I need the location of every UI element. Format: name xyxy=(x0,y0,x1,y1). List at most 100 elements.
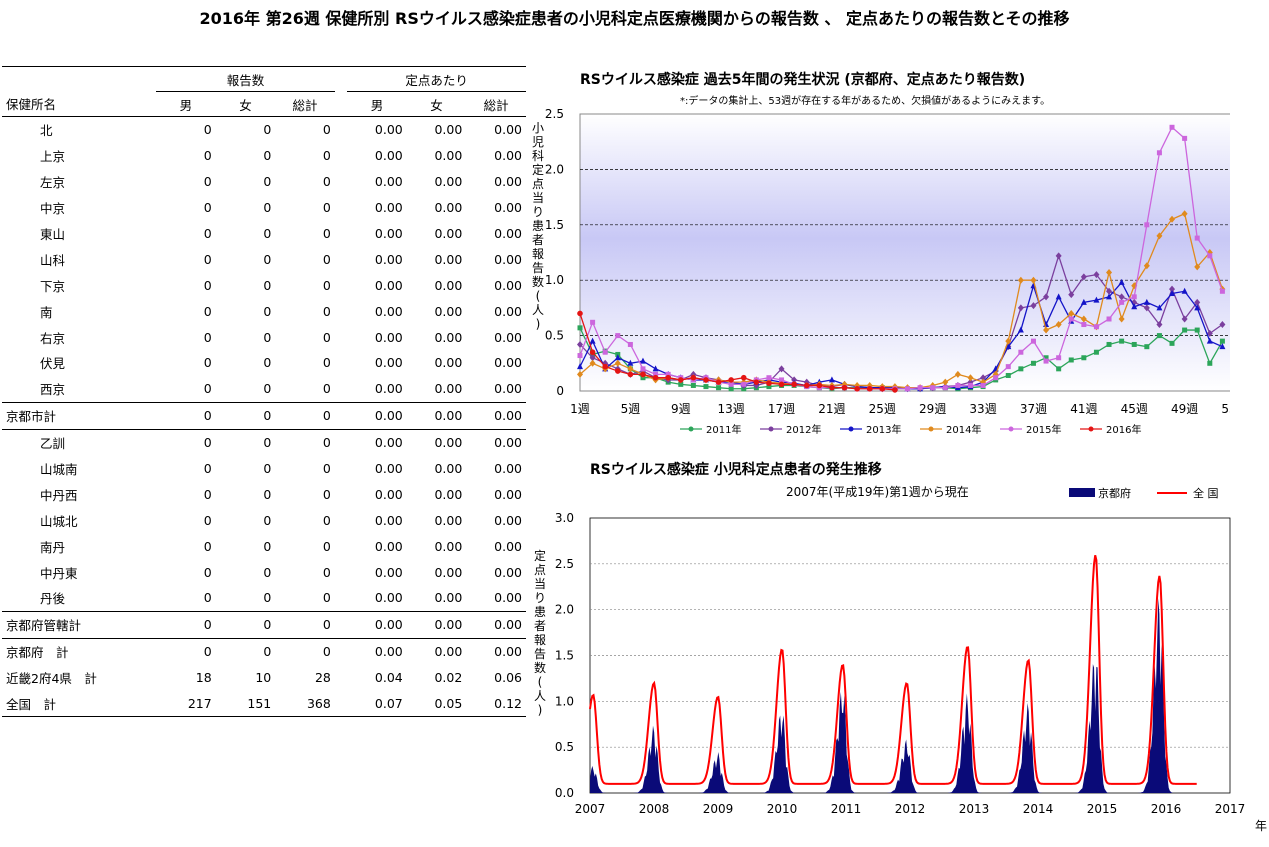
data-point xyxy=(1055,252,1062,260)
cell-value: 0.02 xyxy=(434,670,463,686)
data-point xyxy=(590,319,596,325)
data-point xyxy=(665,371,671,377)
y-axis-label-char: 定 xyxy=(534,548,546,563)
col-header: 総計 xyxy=(275,91,335,117)
row-name: 全国 計 xyxy=(6,697,57,713)
row-name: 左京 xyxy=(40,175,66,191)
row-name: 乙訓 xyxy=(2,428,157,456)
data-point xyxy=(1030,276,1037,284)
data-point xyxy=(1156,304,1163,311)
row-name: 右京 xyxy=(40,330,66,346)
cell-value: 0.00 xyxy=(434,226,463,241)
row-name: 南丹 xyxy=(40,539,66,555)
data-point xyxy=(967,374,974,382)
y-tick-label: 1.5 xyxy=(545,218,564,232)
y-axis-label-char: 報 xyxy=(532,247,544,261)
cell-value: 0 xyxy=(322,148,331,164)
data-point xyxy=(1005,364,1011,370)
data-point xyxy=(828,376,835,383)
data-point xyxy=(1156,150,1162,156)
cell-value: 0.00 xyxy=(374,590,403,606)
cell-value: 0 xyxy=(263,251,272,267)
cell-value: 0 xyxy=(203,461,212,477)
y-axis-label-char: 当 xyxy=(532,191,544,205)
data-point xyxy=(1017,326,1024,333)
cell-value: 0 xyxy=(263,381,272,397)
cell-value: 0.00 xyxy=(494,564,522,580)
data-point xyxy=(1169,285,1176,293)
cell-value: 0 xyxy=(203,303,212,319)
cell-value: 0.04 xyxy=(374,670,403,686)
data-point xyxy=(1017,276,1024,284)
data-point xyxy=(728,386,734,392)
y-tick-label: 0.0 xyxy=(555,786,574,800)
cell-value: 0.00 xyxy=(494,486,522,502)
cell-value: 0.00 xyxy=(466,610,526,639)
y-axis-label-char: 告 xyxy=(534,647,546,661)
data-point xyxy=(905,386,910,392)
data-point xyxy=(917,385,923,391)
data-point xyxy=(614,359,621,367)
table-row: 南 0 0 0 0.00 0.00 0.00 xyxy=(2,298,526,324)
y-axis-label-char: 数 xyxy=(534,660,546,675)
data-point xyxy=(1219,338,1225,344)
cell-value: 0 xyxy=(203,200,212,216)
report-table: 報告数 定点あたり 保健所名男女総計男女総計北 0 0 0 0.00 0.00 0.00 上京 0 0… xyxy=(2,66,526,719)
cell-value: 0.00 xyxy=(494,148,522,164)
cell-value: 0.00 xyxy=(406,610,467,639)
data-point xyxy=(930,385,936,391)
table-row: 京都府管轄計 0 0 0 0.00 0.00 0.00 xyxy=(2,610,526,639)
y-axis-label-char: 科 xyxy=(532,149,544,163)
cell-value: 0.00 xyxy=(434,329,463,345)
cell-value: 0 xyxy=(215,428,276,456)
y-tick-label: 3.0 xyxy=(555,511,574,525)
cell-value: 0.00 xyxy=(434,381,463,397)
weekly-chart: RSウイルス感染症 過去5年間の発生状況 (京都府、定点あたり報告数) *:データ… xyxy=(532,71,1230,436)
x-tick-label: 2013 xyxy=(959,802,990,816)
data-point xyxy=(602,349,608,355)
cell-value: 0 xyxy=(275,610,335,639)
data-point xyxy=(1043,326,1050,334)
data-point xyxy=(1080,298,1087,305)
table-row: 西京 0 0 0 0.00 0.00 0.00 xyxy=(2,376,526,402)
legend-marker xyxy=(848,426,854,432)
table-row: 京都府 計 0 0 0 0.00 0.00 0.00 xyxy=(2,637,526,665)
data-point xyxy=(1018,366,1024,372)
data-point xyxy=(879,385,886,392)
cell-value: 0.00 xyxy=(434,303,463,319)
data-point xyxy=(627,359,634,366)
cell-value: 0.00 xyxy=(374,251,403,267)
data-point xyxy=(1219,343,1226,350)
cell-value: 0 xyxy=(215,637,276,665)
data-point xyxy=(766,380,772,387)
data-point xyxy=(1005,343,1012,350)
cell-value: 0 xyxy=(263,122,272,138)
cell-value: 0 xyxy=(322,122,331,138)
cell-value: 0.00 xyxy=(374,303,403,319)
cell-value: 0 xyxy=(263,277,272,293)
data-point xyxy=(1144,344,1150,350)
cell-value: 0 xyxy=(203,251,212,267)
cell-value: 0 xyxy=(263,174,272,190)
data-point xyxy=(1106,268,1113,276)
data-point xyxy=(678,381,684,387)
data-point xyxy=(589,359,596,367)
data-point xyxy=(778,381,785,388)
cell-value: 0 xyxy=(203,381,212,397)
data-point xyxy=(1219,321,1226,329)
data-point xyxy=(779,377,785,383)
data-point xyxy=(577,310,583,317)
cell-value: 0.00 xyxy=(374,122,403,138)
cell-value: 0.00 xyxy=(374,226,403,241)
data-point xyxy=(955,382,961,388)
data-point xyxy=(1093,296,1100,303)
data-point xyxy=(1169,289,1176,296)
y-tick-label: 0.5 xyxy=(545,329,564,343)
cell-value: 0.00 xyxy=(434,251,463,267)
data-point xyxy=(841,384,848,391)
data-point xyxy=(803,382,810,389)
cell-value: 0.00 xyxy=(466,428,526,456)
data-point xyxy=(1106,341,1112,347)
cell-value: 0.00 xyxy=(494,461,522,477)
y-axis-label-char: 者 xyxy=(534,619,546,633)
